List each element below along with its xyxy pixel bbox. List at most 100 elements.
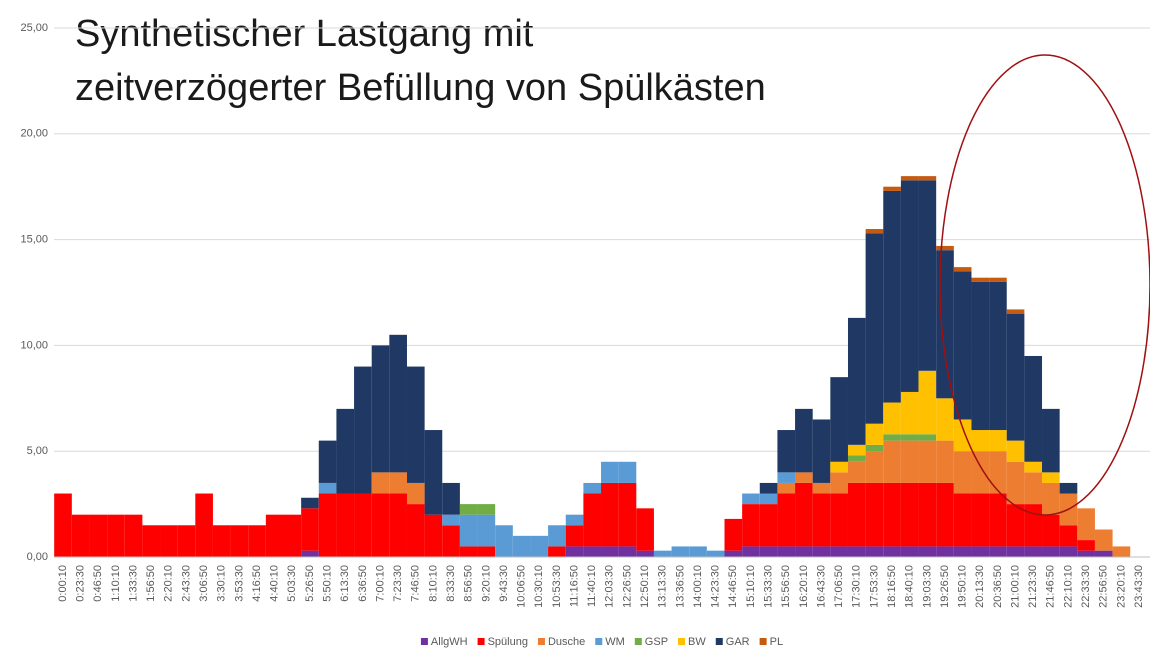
bar-segment: [883, 482, 901, 547]
bar-segment: [406, 482, 425, 505]
bar-segment: [936, 546, 954, 557]
bar-segment: [583, 493, 602, 547]
x-tick-label: 15:56:50: [780, 565, 792, 608]
x-tick-label: 14:23:30: [710, 565, 722, 608]
bar-segment: [777, 482, 796, 494]
bar-segment: [830, 472, 848, 494]
bar-segment: [318, 493, 337, 557]
bar-segment: [565, 525, 584, 547]
bar-segment: [918, 546, 937, 557]
bar-segment: [953, 419, 972, 452]
bar-segment: [442, 482, 460, 515]
bar-segment: [759, 504, 778, 547]
bar-segment: [900, 482, 919, 547]
bar-segment: [530, 535, 549, 557]
bar-segment: [442, 525, 460, 557]
x-tick-label: 21:00:10: [1009, 565, 1021, 608]
x-tick-label: 4:16:50: [251, 565, 263, 602]
x-tick-label: 18:40:10: [904, 565, 916, 608]
legend-label: Spülung: [488, 636, 528, 648]
bar-segment: [583, 482, 602, 494]
x-tick-label: 1:10:10: [110, 565, 122, 602]
bar-segment: [865, 423, 884, 445]
x-tick-label: 17:30:10: [851, 565, 863, 608]
legend-swatch: [715, 638, 723, 645]
bar-segment: [1077, 508, 1095, 541]
x-tick-label: 2:20:10: [163, 565, 175, 602]
bar-segment: [354, 366, 372, 494]
x-tick-label: 1:56:50: [145, 565, 157, 602]
x-tick-label: 8:33:30: [445, 565, 457, 602]
bar-segment: [389, 493, 407, 557]
x-tick-label: 14:00:10: [692, 565, 704, 608]
bar-segment: [918, 176, 937, 181]
bar-segment: [1042, 514, 1060, 547]
bar-segment: [953, 267, 972, 272]
bar-segment: [918, 370, 937, 435]
bar-segment: [636, 550, 654, 557]
bar-segment: [900, 440, 919, 483]
x-tick-label: 8:56:50: [463, 565, 475, 602]
bar-segment: [953, 451, 972, 494]
plot: 0,00 5,00 10,00 15,00 20,00 25,00 0:00:10 0:23:…: [20, 22, 1150, 608]
bar-segment: [406, 504, 425, 557]
x-tick-label: 3:30:10: [216, 565, 228, 602]
x-tick-label: 16:43:30: [815, 565, 827, 608]
bar-segment: [1059, 482, 1078, 494]
legend-swatch: [537, 638, 545, 645]
bar-segment: [1042, 482, 1060, 515]
highlight-ellipse: [939, 54, 1150, 516]
bar-segment: [830, 546, 848, 557]
x-tick-label: 22:33:30: [1080, 565, 1092, 608]
bar-segment: [477, 546, 496, 557]
bar-segment: [389, 472, 407, 494]
bar-segment: [812, 493, 831, 547]
bar-segment: [1024, 546, 1043, 557]
bar-segment: [1094, 529, 1113, 551]
bar-segment: [636, 508, 654, 551]
bar-segment: [883, 434, 901, 441]
x-tick-label: 22:56:50: [1098, 565, 1110, 608]
bar-segment: [971, 451, 990, 494]
chart-title: Synthetischer Lastgang mit: [75, 13, 534, 55]
bar-segment: [1006, 440, 1025, 462]
bar-segment: [495, 525, 513, 557]
bar-segment: [900, 180, 919, 392]
legend-swatch: [678, 638, 686, 645]
bar-segment: [177, 525, 196, 557]
bar-segment: [318, 440, 337, 483]
bar-segment: [512, 535, 531, 557]
bar-segment: [212, 525, 231, 557]
x-tick-label: 20:36:50: [992, 565, 1004, 608]
bar-segment: [830, 377, 848, 462]
x-tick-label: 18:16:50: [886, 565, 898, 608]
bar-segment: [671, 546, 690, 557]
bar-segment: [936, 440, 954, 483]
x-tick-label: 10:06:50: [516, 565, 528, 608]
bar-segment: [865, 233, 884, 424]
bar-segment: [865, 451, 884, 483]
bar-segment: [1006, 546, 1025, 557]
bar-segment: [742, 493, 760, 505]
x-tick-label: 23:43:30: [1133, 565, 1145, 608]
x-tick-label: 8:10:10: [427, 565, 439, 602]
legend-label: AllgWH: [431, 636, 468, 648]
bar-segment: [124, 514, 143, 557]
bar-segment: [865, 229, 884, 234]
x-tick-label: 19:50:10: [957, 565, 969, 608]
y-tick-label: 10,00: [20, 339, 48, 351]
bar-segment: [1024, 472, 1043, 505]
bar-segment: [883, 546, 901, 557]
bar-segment: [565, 546, 584, 557]
bar-segment: [759, 493, 778, 505]
bar-segment: [107, 514, 125, 557]
x-tick-label: 0:23:30: [75, 565, 87, 602]
bar-segment: [989, 546, 1007, 557]
bar-segment: [883, 186, 901, 191]
bar-segment: [989, 277, 1007, 282]
bar-segment: [301, 550, 319, 557]
bar-segment: [618, 461, 637, 483]
y-tick-label: 0,00: [27, 551, 48, 563]
x-tick-label: 22:10:10: [1062, 565, 1074, 608]
x-tick-label: 16:20:10: [798, 565, 810, 608]
